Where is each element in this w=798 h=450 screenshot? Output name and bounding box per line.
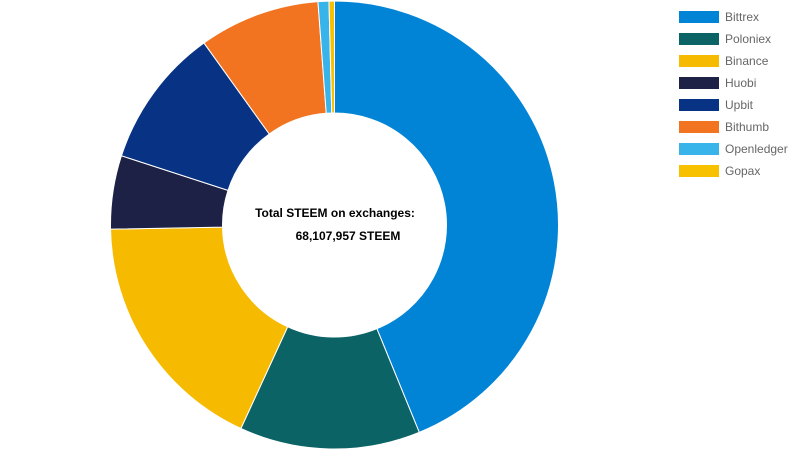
legend-label: Bithumb [725, 120, 770, 134]
slice-bittrex[interactable] [334, 0, 559, 433]
legend-label: Openledger [725, 142, 788, 156]
legend-label: Bittrex [725, 10, 760, 24]
legend-item-huobi[interactable]: Huobi [679, 72, 798, 94]
legend-label: Binance [725, 54, 769, 68]
legend-item-bittrex[interactable]: Bittrex [679, 6, 798, 28]
legend-swatch [679, 55, 719, 67]
legend-swatch [679, 33, 719, 45]
center-total-value: 68,107,957 STEEM [295, 229, 401, 243]
legend-label: Gopax [725, 164, 761, 178]
legend-item-gopax[interactable]: Gopax [679, 160, 798, 182]
legend-label: Upbit [725, 98, 754, 112]
slice-binance[interactable] [110, 226, 289, 430]
legend-label: Poloniex [725, 32, 772, 46]
slices-group [110, 0, 559, 450]
legend-label: Huobi [725, 76, 757, 90]
legend-item-binance[interactable]: Binance [679, 50, 798, 72]
legend-item-openledger[interactable]: Openledger [679, 138, 798, 160]
legend-swatch [679, 11, 719, 23]
legend-item-bithumb[interactable]: Bithumb [679, 116, 798, 138]
center-total-label: Total STEEM on exchanges: [255, 206, 415, 220]
legend-swatch [679, 77, 719, 89]
legend-item-upbit[interactable]: Upbit [679, 94, 798, 116]
slice-gopax[interactable] [328, 0, 335, 114]
legend-swatch [679, 165, 719, 177]
legend-swatch [679, 121, 719, 133]
legend: Bittrex Poloniex Binance Huobi Upbit Bithumb O… [679, 6, 798, 182]
legend-swatch [679, 99, 719, 111]
legend-item-poloniex[interactable]: Poloniex [679, 28, 798, 50]
legend-swatch [679, 143, 719, 155]
